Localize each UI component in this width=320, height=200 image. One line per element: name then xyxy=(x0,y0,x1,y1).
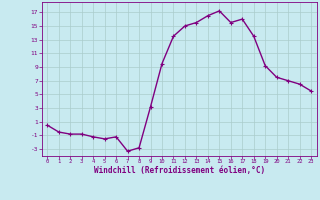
X-axis label: Windchill (Refroidissement éolien,°C): Windchill (Refroidissement éolien,°C) xyxy=(94,166,265,175)
